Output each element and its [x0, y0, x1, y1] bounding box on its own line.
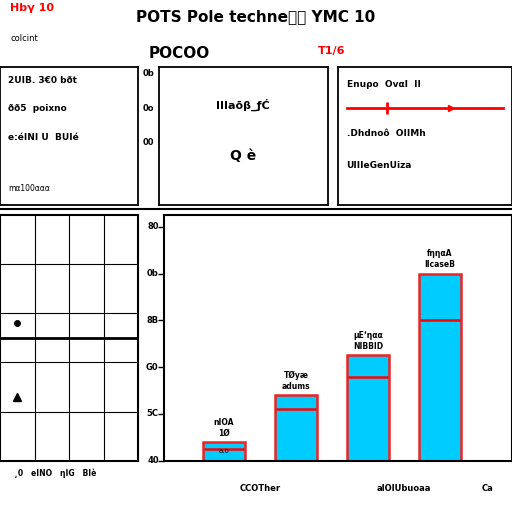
Text: a.o: a.o	[219, 448, 229, 454]
Text: IIIaõβ_ƒĆ: IIIaõβ_ƒĆ	[217, 99, 270, 112]
Text: 0b: 0b	[147, 269, 159, 278]
Text: e:éINI U  BUIé: e:éINI U BUIé	[8, 133, 79, 142]
Bar	[203, 442, 245, 461]
Text: 40: 40	[147, 456, 159, 465]
Text: nIOA
1Ø: nIOA 1Ø	[214, 418, 234, 437]
Text: colcint: colcint	[10, 34, 38, 43]
Text: 2UIB. 3€0 bðt: 2UIB. 3€0 bðt	[8, 76, 77, 85]
Text: ¸0   eINO   ηIG   BIè: ¸0 eINO ηIG BIè	[14, 468, 96, 478]
Bar	[419, 273, 461, 461]
Bar	[347, 355, 389, 461]
Text: 00: 00	[143, 138, 154, 147]
Text: 5C: 5C	[147, 410, 159, 418]
Text: POTS Pole techne封装 YMC 10: POTS Pole techne封装 YMC 10	[136, 9, 376, 24]
Text: fηηαA
IlcaseB: fηηαA IlcaseB	[424, 249, 455, 269]
Text: UIIIeGenUiza: UIIIeGenUiza	[347, 161, 412, 169]
Text: mα100ααα: mα100ααα	[8, 184, 50, 193]
Text: Q è: Q è	[230, 150, 257, 163]
Text: 8B: 8B	[146, 316, 159, 325]
Text: ðð5  poixno: ðð5 poixno	[8, 104, 67, 113]
Text: 80: 80	[147, 222, 159, 231]
Text: TØyæ
adums: TØyæ adums	[282, 371, 310, 391]
Text: CCOTher: CCOTher	[239, 484, 281, 493]
Text: G0: G0	[146, 362, 159, 372]
Bar	[275, 395, 317, 461]
Text: µE‘ηαα
NIBBID: µE‘ηαα NIBBID	[353, 331, 383, 351]
Text: POCOO: POCOO	[148, 46, 210, 61]
Text: Enuρo  Ovαl  II: Enuρo Ovαl II	[347, 80, 420, 90]
Text: aIOlUbuoaa: aIOlUbuoaa	[377, 484, 431, 493]
Text: 0b: 0b	[143, 69, 154, 78]
Text: Hbγ 10: Hbγ 10	[10, 3, 54, 13]
Text: Ca: Ca	[482, 484, 494, 493]
Text: T1/6: T1/6	[317, 46, 345, 56]
Text: 0o: 0o	[143, 103, 154, 113]
Text: .Dhdnoô  OIIMh: .Dhdnoô OIIMh	[347, 129, 425, 138]
